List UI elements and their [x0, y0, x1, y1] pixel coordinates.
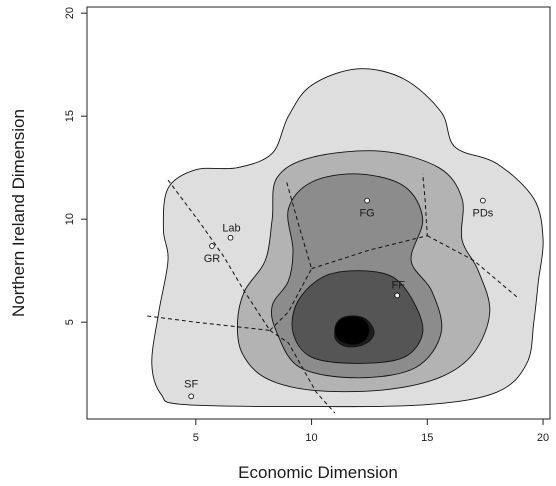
y-tick-label-10: 10 — [64, 213, 76, 225]
region-boundary-2 — [147, 315, 270, 331]
party-marker-layer: FG PDs Lab GR FF SF — [184, 197, 494, 400]
region-boundary-layer — [147, 173, 518, 414]
region-boundary-4 — [269, 179, 313, 331]
x-axis-title: Economic Dimension — [238, 463, 398, 482]
party-point-sf — [188, 393, 195, 400]
y-tick-label-15: 15 — [64, 110, 76, 122]
party-lab: Lab — [222, 223, 241, 241]
density-contour-level-6 — [334, 315, 370, 346]
party-sf: SF — [184, 378, 199, 400]
x-axis: 5 10 15 20 — [193, 419, 549, 444]
x-tick-label-15: 15 — [421, 432, 433, 444]
x-tick-label-20: 20 — [537, 432, 549, 444]
party-ff: FF — [391, 279, 405, 299]
x-tick-label-10: 10 — [305, 432, 317, 444]
region-boundary-3 — [269, 329, 336, 414]
y-tick-label-5: 5 — [64, 319, 76, 325]
y-axis: 5 10 15 20 — [64, 7, 87, 325]
plot-frame — [86, 6, 551, 420]
y-tick-label-20: 20 — [64, 7, 76, 19]
x-tick-label-5: 5 — [193, 432, 199, 444]
region-boundary-6 — [427, 235, 518, 298]
party-fg: FG — [359, 197, 375, 220]
region-boundary-1 — [167, 179, 271, 331]
party-label-fg: FG — [359, 208, 374, 220]
y-axis-title: Northern Ireland Dimension — [9, 109, 28, 317]
party-point-lab — [227, 234, 234, 241]
party-pds: PDs — [473, 197, 494, 220]
party-label-gr: GR — [204, 253, 221, 265]
party-label-ff: FF — [391, 279, 405, 291]
party-label-pds: PDs — [473, 208, 494, 220]
party-point-pds — [480, 197, 486, 204]
party-label-lab: Lab — [222, 223, 240, 235]
party-gr: GR — [204, 243, 221, 265]
party-point-fg — [364, 197, 370, 204]
party-point-ff — [394, 292, 401, 299]
density-contour-layer — [151, 68, 544, 408]
party-point-gr — [209, 243, 215, 249]
party-label-sf: SF — [184, 378, 198, 390]
